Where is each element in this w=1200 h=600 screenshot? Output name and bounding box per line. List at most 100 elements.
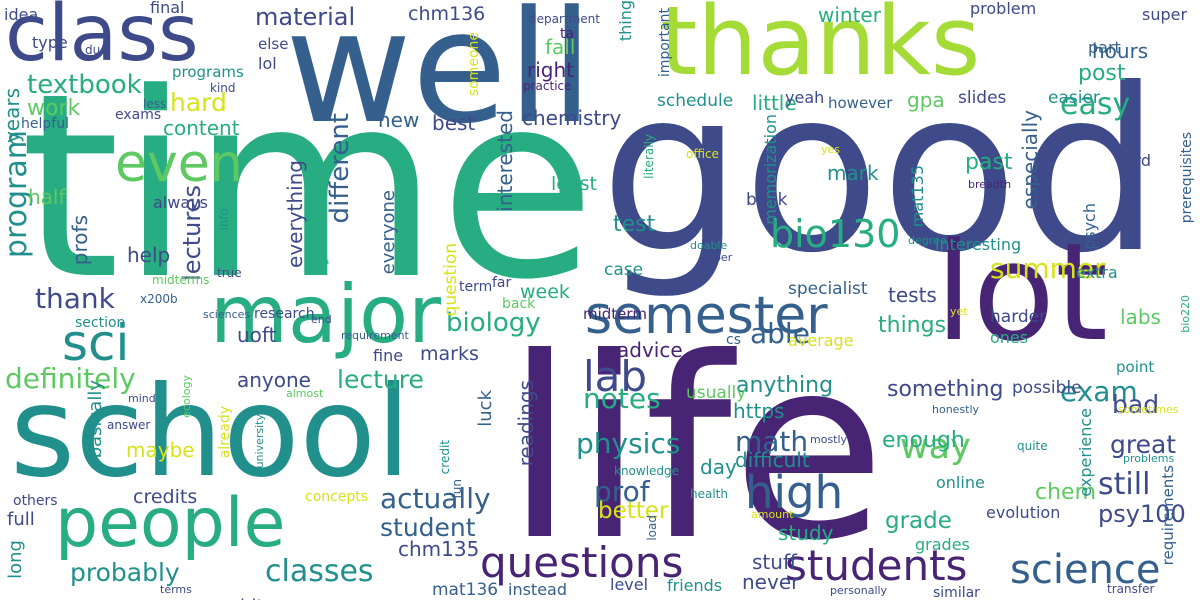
cloud-word-anyone: anyone: [237, 368, 311, 392]
cloud-word-terms: terms: [160, 583, 192, 596]
cloud-word-chemistry: chemistry: [522, 106, 622, 130]
cloud-word-major: major: [210, 268, 442, 361]
cloud-word-point: point: [1116, 358, 1155, 376]
cloud-word-stuff: stuff: [752, 550, 797, 574]
cloud-word-study: study: [778, 521, 834, 545]
cloud-word-level: level: [610, 575, 649, 594]
cloud-word-things: things: [878, 313, 947, 338]
cloud-word-honestly: honestly: [932, 403, 980, 416]
cloud-word-bio220: bio220: [1179, 295, 1192, 333]
cloud-word-mat135: mat135: [908, 165, 927, 228]
cloud-word-requirements: requirements: [1159, 465, 1177, 566]
cloud-word-thanks: thanks: [660, 0, 981, 97]
cloud-word-cs: cs: [726, 332, 741, 348]
cloud-word-better: better: [598, 498, 669, 524]
cloud-word-case: case: [604, 260, 644, 280]
cloud-word-ta: ta: [560, 26, 575, 42]
cloud-word-bit: bit: [240, 598, 263, 600]
cloud-word-life: life: [505, 304, 886, 595]
cloud-word-slides: slides: [958, 88, 1007, 108]
cloud-word-easy: easy: [1060, 87, 1131, 122]
cloud-word-practice: practice: [523, 79, 572, 93]
cloud-word-labs: labs: [1120, 305, 1161, 329]
cloud-word-mind: mind: [128, 392, 156, 405]
cloud-word-transfer: transfer: [1107, 582, 1155, 596]
cloud-word-test: test: [613, 212, 656, 237]
cloud-word-problems: problems: [1123, 452, 1175, 465]
cloud-word-department: department: [529, 12, 600, 26]
cloud-word-chm136: chm136: [408, 3, 486, 25]
cloud-word-doable: doable: [690, 239, 728, 252]
cloud-word-thing: thing: [616, 0, 635, 42]
cloud-word-personally: personally: [830, 584, 888, 597]
cloud-word-yeah: yeah: [785, 88, 825, 107]
cloud-word-ones: ones: [990, 328, 1029, 347]
cloud-word-sci: sci: [62, 314, 130, 372]
cloud-word-almost: almost: [286, 387, 324, 400]
cloud-word-questions: questions: [480, 538, 684, 587]
cloud-word-textbook: textbook: [27, 70, 142, 100]
cloud-word-profs: profs: [68, 215, 92, 266]
cloud-word-x200b: x200b: [140, 292, 178, 306]
cloud-word-office: office: [686, 147, 719, 161]
cloud-word-psych: psych: [1080, 203, 1099, 250]
cloud-word-kind: kind: [210, 81, 236, 95]
cloud-word-quite: quite: [1017, 439, 1048, 453]
cloud-word-way: way: [900, 427, 971, 467]
cloud-word-marks: marks: [420, 343, 479, 365]
cloud-word-interesting: interesting: [935, 235, 1022, 254]
cloud-word-everyone: everyone: [378, 190, 399, 275]
cloud-word-midterms: midterms: [152, 273, 210, 287]
cloud-word-prof: prof: [594, 475, 650, 508]
cloud-word-student: student: [380, 513, 476, 542]
cloud-word-credit: credit: [438, 440, 452, 475]
cloud-word-different: different: [325, 113, 355, 224]
cloud-word-high: high: [745, 466, 844, 519]
cloud-word-post: post: [1078, 61, 1126, 86]
cloud-word-semester: semester: [585, 286, 828, 346]
cloud-word-back: back: [502, 296, 536, 312]
cloud-word-type: type: [32, 33, 68, 52]
cloud-word-already: already: [217, 406, 233, 459]
cloud-word-full: full: [7, 509, 35, 530]
cloud-word-harder: harder: [990, 307, 1047, 327]
cloud-word-even: even: [115, 134, 243, 194]
cloud-word-due: due: [85, 43, 108, 57]
cloud-word-exam: exam: [1060, 375, 1138, 408]
cloud-word-anything: anything: [736, 373, 834, 398]
cloud-word-mark: mark: [827, 161, 879, 185]
cloud-word-book: book: [746, 190, 788, 210]
cloud-word-ecology: ecology: [180, 375, 193, 418]
cloud-word-classes: classes: [265, 554, 374, 589]
cloud-word-however: however: [828, 94, 893, 112]
cloud-word-little: little: [752, 91, 797, 115]
cloud-word-amount: amount: [751, 508, 794, 521]
cloud-word-instead: instead: [508, 580, 567, 599]
cloud-word-answer: answer: [107, 418, 151, 432]
cloud-word-helpful: helpful: [21, 116, 69, 132]
cloud-word-lot: lot: [935, 214, 1109, 371]
cloud-word-idea: idea: [4, 5, 39, 24]
cloud-word-definitely: definitely: [5, 362, 136, 395]
cloud-word-extra: extra: [1076, 263, 1118, 282]
cloud-word-half: half: [28, 185, 66, 209]
cloud-word-something: something: [887, 377, 1004, 402]
cloud-word-bird: bird: [1120, 151, 1152, 170]
cloud-word-chm135: chm135: [398, 537, 480, 561]
cloud-word-final: final: [150, 0, 185, 17]
cloud-word-literally: literally: [642, 134, 656, 179]
cloud-word-fall: fall: [545, 35, 576, 59]
cloud-word-students: students: [785, 541, 968, 590]
cloud-word-https: https: [733, 399, 785, 423]
cloud-word-still: still: [1098, 467, 1151, 502]
cloud-word-health: health: [690, 487, 728, 501]
cloud-word-concepts: concepts: [305, 489, 369, 505]
cloud-word-someone: someone: [466, 32, 482, 97]
cloud-word-true: true: [217, 266, 242, 280]
cloud-word-similar: similar: [933, 585, 980, 600]
cloud-word-yet: yet: [950, 305, 968, 318]
cloud-word-week: week: [520, 281, 570, 303]
cloud-word-question: question: [441, 243, 461, 317]
cloud-word-possible: possible: [1012, 378, 1082, 398]
